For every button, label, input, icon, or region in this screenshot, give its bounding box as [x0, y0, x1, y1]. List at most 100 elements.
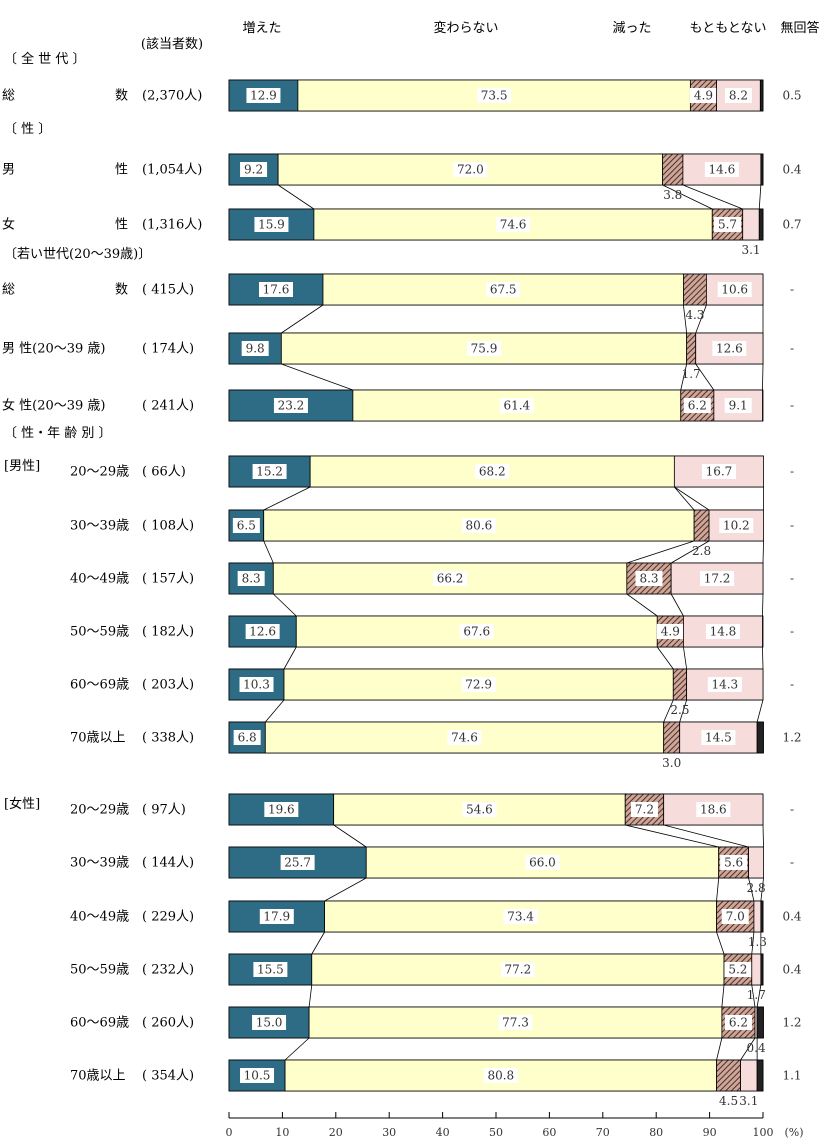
- row-label: 20～29歳: [70, 803, 129, 818]
- value-label-bg: [475, 464, 510, 479]
- value-label-bg: [700, 571, 735, 586]
- connector-line: [663, 699, 674, 723]
- no-answer-label: -: [790, 678, 794, 692]
- connector-line: [762, 363, 764, 391]
- bar-segment: [705, 273, 764, 306]
- connector-line: [751, 931, 755, 955]
- row-count: (2,370人): [142, 89, 202, 104]
- value-label: 2.8: [692, 544, 711, 558]
- connector-line: [625, 824, 719, 848]
- no-answer-label: -: [790, 342, 794, 356]
- section-label: [男性]: [4, 459, 40, 474]
- bar-segment: [756, 1059, 764, 1092]
- bar-segment: [756, 721, 764, 754]
- connector-line: [626, 540, 695, 564]
- value-label: 12.6: [716, 342, 743, 356]
- no-answer-label: -: [790, 399, 794, 413]
- value-label-bg: [689, 88, 717, 103]
- row-count: ( 241人): [142, 399, 194, 414]
- row-label: 70歳以上: [70, 1069, 126, 1084]
- no-answer-label: -: [790, 856, 794, 870]
- value-label: 0.4: [747, 1041, 766, 1055]
- row-count: ( 144人): [142, 856, 194, 871]
- value-label-bg: [259, 909, 294, 924]
- value-label-bg: [253, 962, 288, 977]
- value-label: 75.9: [471, 342, 498, 356]
- no-answer-label: 0.4: [782, 963, 801, 977]
- connector-line: [740, 1037, 756, 1061]
- value-label-bg: [500, 962, 535, 977]
- connector-line: [656, 646, 674, 670]
- value-label: 6.2: [729, 1016, 748, 1030]
- value-label: 14.6: [709, 163, 736, 177]
- connector-line: [324, 877, 367, 902]
- tick-label: 30: [382, 1126, 396, 1139]
- value-label-bg: [252, 464, 287, 479]
- connector-line: [273, 593, 297, 617]
- tick-label: 60: [542, 1126, 556, 1139]
- row-count: ( 203人): [142, 678, 194, 693]
- row-label: 40～49歳: [70, 572, 129, 587]
- connector-line: [333, 824, 367, 848]
- value-label-bg: [683, 398, 711, 413]
- no-answer-label: 0.4: [782, 910, 801, 924]
- connector-line: [626, 593, 658, 617]
- tick-label: 50: [489, 1126, 503, 1139]
- value-label: 80.6: [466, 519, 493, 533]
- value-label-bg: [630, 802, 658, 817]
- section-label: 〔 性・年 齢 別 〕: [4, 426, 112, 441]
- value-label-bg: [245, 624, 280, 639]
- value-label-bg: [483, 1068, 518, 1083]
- no-answer-label: -: [790, 519, 794, 533]
- value-label: 17.9: [263, 910, 290, 924]
- no-answer-label: -: [790, 465, 794, 479]
- value-label: 61.4: [503, 399, 530, 413]
- value-label: 19.6: [268, 803, 295, 817]
- connector-line: [277, 184, 315, 210]
- value-label-bg: [496, 217, 531, 232]
- bar-segment: [758, 208, 764, 241]
- value-label: 4.9: [694, 89, 713, 103]
- connector-line: [284, 1037, 310, 1061]
- no-answer-label: 0.4: [782, 163, 801, 177]
- bar-segment: [693, 509, 710, 542]
- value-label: 1.7: [682, 367, 701, 381]
- connector-line: [762, 824, 764, 848]
- value-label-bg: [499, 398, 534, 413]
- value-label: 4.9: [661, 625, 680, 639]
- count-header: (該当者数): [141, 36, 203, 52]
- row-count: ( 97人): [142, 803, 186, 818]
- connector-line: [756, 984, 762, 1008]
- connector-line: [756, 699, 764, 723]
- value-label: 73.5: [481, 89, 508, 103]
- value-label: 3.1: [741, 243, 760, 257]
- bar-segment: [760, 900, 764, 933]
- tick-label: 80: [649, 1126, 663, 1139]
- no-answer-label: -: [790, 572, 794, 586]
- value-label-bg: [447, 730, 482, 745]
- row-count: ( 174人): [142, 342, 194, 357]
- value-label-bg: [701, 730, 736, 745]
- value-label: 9.1: [729, 399, 748, 413]
- value-label-bg: [461, 518, 496, 533]
- value-label: 6.2: [688, 399, 707, 413]
- value-label-bg: [720, 855, 748, 870]
- section-label: [女性]: [4, 796, 40, 812]
- value-label-bg: [239, 677, 274, 692]
- no-answer-label: -: [790, 625, 794, 639]
- value-label-bg: [701, 464, 736, 479]
- value-label-bg: [258, 282, 293, 297]
- value-label-bg: [486, 282, 521, 297]
- value-label-bg: [713, 217, 741, 232]
- value-label: 73.4: [507, 910, 534, 924]
- tick-label: 10: [275, 1126, 289, 1139]
- section-label: 〔若い世代(20～39歳)〕: [4, 246, 151, 262]
- connector-line: [663, 824, 749, 848]
- value-label: 5.2: [728, 963, 747, 977]
- row-label: 女 性(20～39 歳): [2, 398, 106, 414]
- value-label: 10.2: [723, 519, 750, 533]
- labels: 増えた 変わらない 減った もともとない 無回答 (該当者数) 〔 全 世 代 〕〔 性 〕…: [2, 20, 820, 1108]
- row-label: 男 性(20～39 歳): [2, 342, 106, 357]
- value-label: 5.6: [724, 856, 743, 870]
- value-label: 8.2: [729, 89, 748, 103]
